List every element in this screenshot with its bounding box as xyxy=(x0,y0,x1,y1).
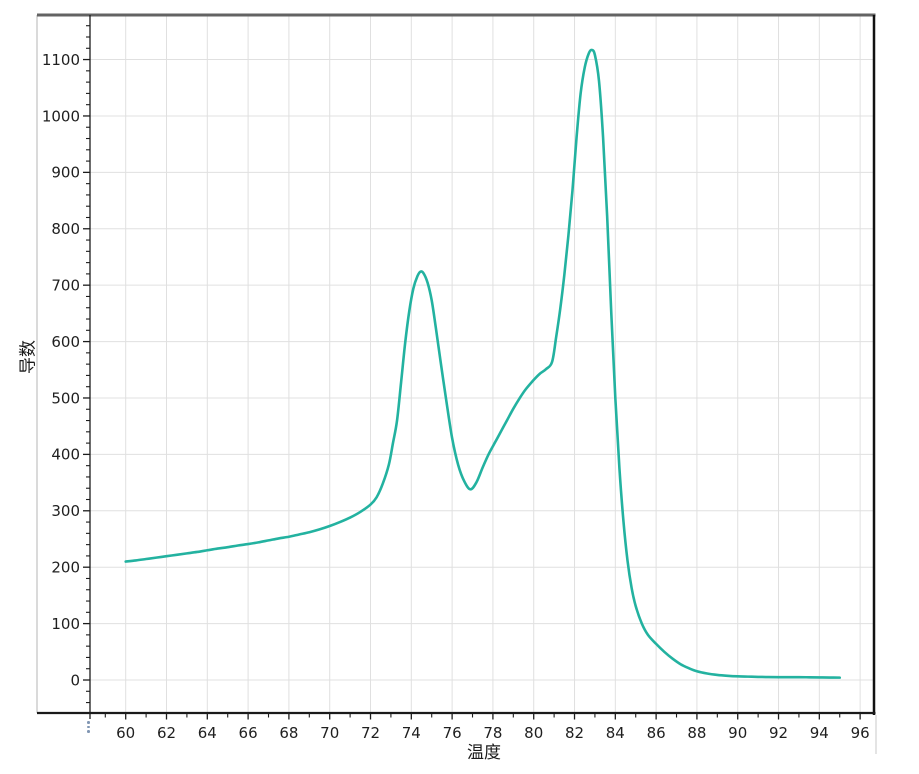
grid-lines xyxy=(90,15,874,713)
tick-label: 900 xyxy=(51,164,80,182)
y-axis-title: 导数 xyxy=(18,340,39,374)
tick-label: 94 xyxy=(810,724,829,742)
tick-label: 88 xyxy=(687,724,706,742)
tick-label: 64 xyxy=(198,724,217,742)
tick-labels: 0 100 200 300 400 500 600 700 800 900 1000 1100 60 62… xyxy=(42,51,870,742)
tick-label: 62 xyxy=(157,724,176,742)
tick-label: 92 xyxy=(769,724,788,742)
splitter-dot xyxy=(87,721,90,724)
plot-frame xyxy=(36,13,877,754)
tick-label: 700 xyxy=(51,276,80,294)
tick-label: 76 xyxy=(443,724,462,742)
tick-label: 84 xyxy=(606,724,625,742)
tick-label: 72 xyxy=(361,724,380,742)
axes xyxy=(83,15,861,720)
splitter-handle[interactable] xyxy=(87,721,90,733)
tick-label: 400 xyxy=(51,446,80,464)
tick-label: 70 xyxy=(320,724,339,742)
tick-label: 68 xyxy=(279,724,298,742)
splitter-dot xyxy=(87,730,90,733)
tick-label: 0 xyxy=(70,671,80,689)
tick-label: 66 xyxy=(239,724,258,742)
tick-label: 82 xyxy=(565,724,584,742)
tick-label: 60 xyxy=(116,724,135,742)
tick-label: 200 xyxy=(51,558,80,576)
tick-label: 800 xyxy=(51,220,80,238)
tick-label: 1000 xyxy=(42,107,80,125)
tick-label: 600 xyxy=(51,333,80,351)
x-axis-title: 温度 xyxy=(467,743,501,763)
tick-label: 96 xyxy=(851,724,870,742)
melt-derivative-curve xyxy=(124,48,842,679)
tick-label: 80 xyxy=(524,724,543,742)
tick-label: 78 xyxy=(483,724,502,742)
tick-label: 86 xyxy=(647,724,666,742)
tick-label: 1100 xyxy=(42,51,80,69)
splitter-dot xyxy=(87,725,90,728)
tick-label: 74 xyxy=(402,724,421,742)
tick-label: 500 xyxy=(51,389,80,407)
tick-label: 90 xyxy=(728,724,747,742)
tick-label: 300 xyxy=(51,502,80,520)
tick-label: 100 xyxy=(51,615,80,633)
